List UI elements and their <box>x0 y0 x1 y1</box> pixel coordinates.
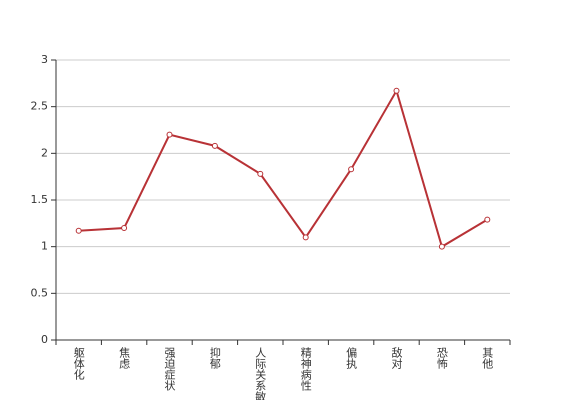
point <box>348 166 355 173</box>
x-tick-label: 躯体化 <box>72 347 85 381</box>
x-tick-label: 恐怖 <box>435 347 448 369</box>
point <box>121 225 128 231</box>
x-tick-label: 精神病性 <box>299 347 312 392</box>
point <box>302 234 309 241</box>
y-tick-label: 1 <box>41 240 48 253</box>
y-tick-label: 3 <box>41 53 48 66</box>
point <box>393 87 400 94</box>
y-tick-label: 2 <box>41 146 48 159</box>
point <box>257 170 264 177</box>
x-tick-label: 敌对 <box>390 346 403 369</box>
x-tick-label: 焦虑 <box>118 347 131 369</box>
point <box>211 142 218 149</box>
y-tick-label: 1.5 <box>31 193 49 206</box>
point <box>484 216 491 223</box>
point <box>438 243 445 250</box>
y-tick-label: 2.5 <box>31 100 49 113</box>
line <box>78 88 488 249</box>
y-tick-label: 0.5 <box>31 286 49 299</box>
point <box>166 131 173 138</box>
point <box>75 227 82 234</box>
x-tick-label: 人际关系敏感 <box>254 347 267 400</box>
y-tick-label: 0 <box>41 333 48 346</box>
x-tick-label: 强迫症状 <box>163 347 176 391</box>
x-tick-label: 偏执 <box>345 346 358 370</box>
x-tick-label: 其他 <box>481 347 494 369</box>
x-tick-label: 抑郁 <box>208 346 221 369</box>
